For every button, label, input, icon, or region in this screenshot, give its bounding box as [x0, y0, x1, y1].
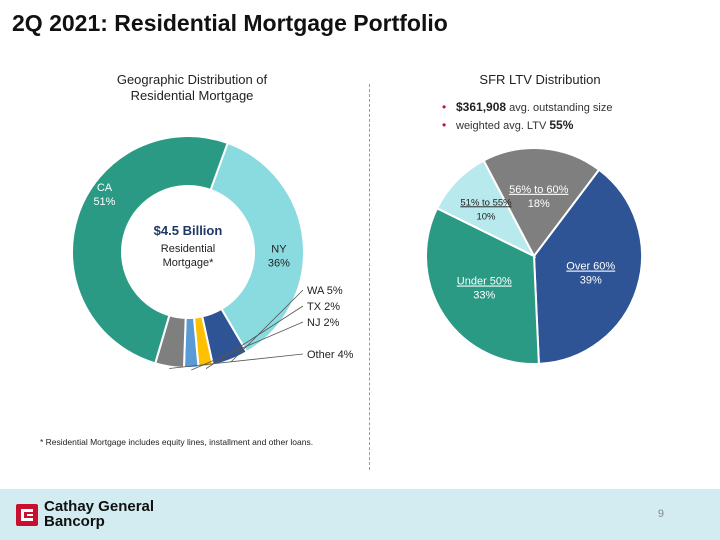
callout-label-nj: NJ 2% — [307, 317, 340, 329]
donut-label-ny: NY — [271, 243, 287, 255]
donut-label-ca: CA — [97, 182, 113, 194]
callout-line-other — [169, 353, 304, 369]
company-logo-text: Cathay General Bancorp — [44, 499, 154, 529]
callout-line-tx — [205, 305, 304, 369]
donut-slice-ca — [70, 135, 229, 365]
logo-line-2: Bancorp — [44, 513, 105, 530]
avg-size-value: $361,908 — [456, 100, 507, 114]
pie-slice-56-to-60 — [482, 147, 601, 258]
ltv-pie — [425, 147, 643, 365]
pie-slice-over-60 — [532, 168, 643, 365]
callout-label-tx: TX 2% — [307, 301, 340, 313]
donut-value-ca: 51% — [93, 196, 115, 208]
pie-slice-under-50 — [425, 206, 540, 365]
geo-donut — [70, 135, 305, 369]
geo-chart-title: Geographic Distribution of Residential M… — [116, 72, 268, 103]
logo-line-1: Cathay General — [44, 498, 155, 515]
donut-center-line1: Residential — [161, 243, 215, 255]
ltv-label: weighted avg. LTV — [456, 120, 547, 132]
section-divider — [369, 84, 370, 470]
callout-line-nj — [191, 321, 304, 371]
slide-title: 2Q 2021: Residential Mortgage Portfolio — [12, 10, 448, 36]
bullet-ltv: weighted avg. LTV 55% — [442, 116, 612, 134]
pie-label-under-50: Under 50% — [457, 276, 512, 288]
pie-label-56-to-60: 56% to 60% — [509, 184, 569, 196]
avg-size-label: avg. outstanding size — [509, 102, 613, 114]
pie-value-51-to-55: 10% — [476, 211, 496, 222]
callout-label-other: Other 4% — [307, 349, 354, 361]
callout-label-wa: WA 5% — [307, 285, 343, 297]
cathay-logo-icon — [16, 504, 38, 526]
donut-center-line2: Mortgage* — [163, 257, 214, 269]
charts-canvas: NY 36% CA 51% WA 5% TX 2% NJ 2% Other 4% $4.5 Bi… — [70, 135, 643, 371]
callout-line-wa — [230, 289, 304, 363]
pie-value-over-60: 39% — [580, 275, 602, 287]
donut-slice-ny — [209, 141, 305, 354]
donut-center-value: $4.5 Billion — [154, 223, 223, 238]
pie-value-56-to-60: 18% — [528, 198, 550, 210]
ltv-chart-title: SFR LTV Distribution — [479, 72, 601, 87]
page-number: 9 — [657, 508, 664, 520]
bullet-avg-size: $361,908 avg. outstanding size — [442, 98, 613, 116]
pie-value-under-50: 33% — [473, 290, 495, 302]
pie-label-51-to-55: 51% to 55% — [460, 197, 512, 208]
donut-value-ny: 36% — [268, 257, 290, 269]
footnote: * Residential Mortgage includes equity l… — [40, 437, 314, 447]
ltv-value: 55% — [549, 118, 574, 132]
footer-bar: Cathay General Bancorp 9 — [0, 489, 720, 540]
pie-label-over-60: Over 60% — [566, 261, 615, 273]
ltv-bullets: $361,908 avg. outstanding size weighted … — [442, 98, 613, 134]
